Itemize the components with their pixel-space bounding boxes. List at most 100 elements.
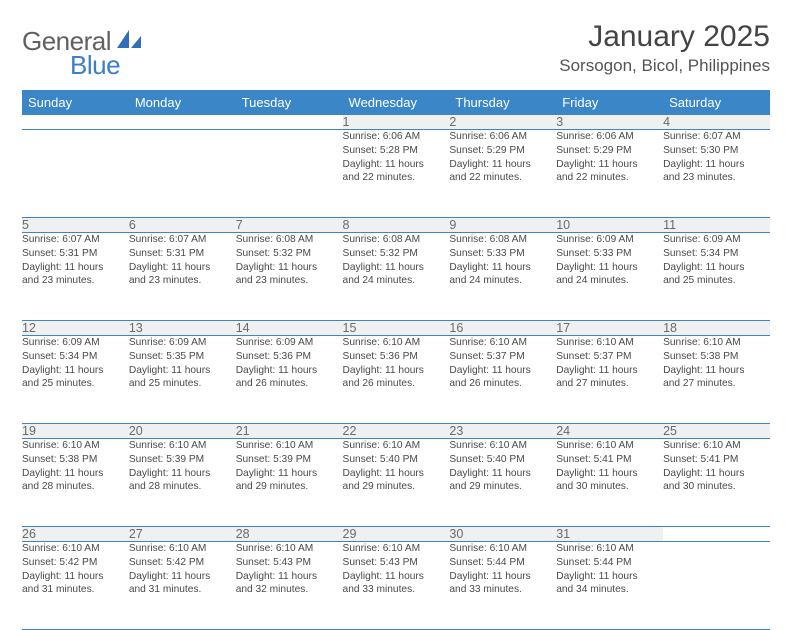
day-ss: Sunset: 5:29 PM — [556, 144, 663, 158]
day-d2: and 33 minutes. — [449, 583, 556, 597]
day-d1: Daylight: 11 hours — [663, 158, 770, 172]
day-number: 28 — [236, 527, 343, 542]
day-ss: Sunset: 5:37 PM — [556, 350, 663, 364]
day-ss: Sunset: 5:34 PM — [22, 350, 129, 364]
day-d1: Daylight: 11 hours — [129, 467, 236, 481]
day-sr: Sunrise: 6:10 AM — [663, 439, 770, 453]
day-number: 11 — [663, 218, 770, 233]
data-row: Sunrise: 6:10 AMSunset: 5:38 PMDaylight:… — [22, 439, 770, 527]
day-ss: Sunset: 5:28 PM — [343, 144, 450, 158]
calendar-table: Sunday Monday Tuesday Wednesday Thursday… — [22, 90, 770, 630]
day-ss: Sunset: 5:42 PM — [22, 556, 129, 570]
day-sr: Sunrise: 6:10 AM — [343, 336, 450, 350]
day-ss: Sunset: 5:32 PM — [343, 247, 450, 261]
day-ss: Sunset: 5:40 PM — [343, 453, 450, 467]
day-d2: and 30 minutes. — [663, 480, 770, 494]
daynum-row: 262728293031 — [22, 527, 770, 542]
day-d1: Daylight: 11 hours — [556, 467, 663, 481]
day-d2: and 24 minutes. — [556, 274, 663, 288]
dow-mon: Monday — [129, 90, 236, 115]
day-d2: and 29 minutes. — [343, 480, 450, 494]
day-ss: Sunset: 5:44 PM — [449, 556, 556, 570]
dow-tue: Tuesday — [236, 90, 343, 115]
day-number: 16 — [449, 321, 556, 336]
day-cell: Sunrise: 6:10 AMSunset: 5:38 PMDaylight:… — [22, 439, 129, 527]
day-number: 12 — [22, 321, 129, 336]
day-ss: Sunset: 5:29 PM — [449, 144, 556, 158]
day-d2: and 27 minutes. — [663, 377, 770, 391]
day-cell: Sunrise: 6:10 AMSunset: 5:40 PMDaylight:… — [343, 439, 450, 527]
day-d1: Daylight: 11 hours — [22, 261, 129, 275]
day-sr: Sunrise: 6:10 AM — [556, 336, 663, 350]
day-d1: Daylight: 11 hours — [663, 467, 770, 481]
day-ss: Sunset: 5:43 PM — [343, 556, 450, 570]
daynum-row: 567891011 — [22, 218, 770, 233]
day-d1: Daylight: 11 hours — [22, 467, 129, 481]
day-cell: Sunrise: 6:09 AMSunset: 5:36 PMDaylight:… — [236, 336, 343, 424]
day-d1: Daylight: 11 hours — [236, 261, 343, 275]
day-d1: Daylight: 11 hours — [449, 364, 556, 378]
day-d2: and 28 minutes. — [129, 480, 236, 494]
day-d1: Daylight: 11 hours — [236, 364, 343, 378]
day-number: 17 — [556, 321, 663, 336]
day-number: 22 — [343, 424, 450, 439]
day-cell: Sunrise: 6:08 AMSunset: 5:32 PMDaylight:… — [343, 233, 450, 321]
day-ss: Sunset: 5:33 PM — [449, 247, 556, 261]
day-d2: and 24 minutes. — [449, 274, 556, 288]
day-d2: and 34 minutes. — [556, 583, 663, 597]
dow-header-row: Sunday Monday Tuesday Wednesday Thursday… — [22, 90, 770, 115]
day-cell: Sunrise: 6:06 AMSunset: 5:28 PMDaylight:… — [343, 130, 450, 218]
day-number: 18 — [663, 321, 770, 336]
calendar-body: 1234Sunrise: 6:06 AMSunset: 5:28 PMDayli… — [22, 115, 770, 630]
day-cell: Sunrise: 6:10 AMSunset: 5:44 PMDaylight:… — [556, 542, 663, 630]
day-d2: and 23 minutes. — [663, 171, 770, 185]
day-cell: Sunrise: 6:06 AMSunset: 5:29 PMDaylight:… — [449, 130, 556, 218]
header: General January 2025 Sorsogon, Bicol, Ph… — [22, 20, 770, 76]
day-d1: Daylight: 11 hours — [556, 364, 663, 378]
day-cell — [22, 130, 129, 218]
daynum-row: 19202122232425 — [22, 424, 770, 439]
day-d1: Daylight: 11 hours — [343, 158, 450, 172]
data-row: Sunrise: 6:06 AMSunset: 5:28 PMDaylight:… — [22, 130, 770, 218]
day-d2: and 22 minutes. — [343, 171, 450, 185]
day-sr: Sunrise: 6:09 AM — [663, 233, 770, 247]
day-number: 30 — [449, 527, 556, 542]
day-cell: Sunrise: 6:10 AMSunset: 5:41 PMDaylight:… — [556, 439, 663, 527]
day-number: 7 — [236, 218, 343, 233]
day-number — [22, 115, 129, 130]
day-cell: Sunrise: 6:10 AMSunset: 5:37 PMDaylight:… — [449, 336, 556, 424]
day-number: 2 — [449, 115, 556, 130]
day-ss: Sunset: 5:34 PM — [663, 247, 770, 261]
day-ss: Sunset: 5:41 PM — [663, 453, 770, 467]
day-d2: and 22 minutes. — [449, 171, 556, 185]
day-number: 20 — [129, 424, 236, 439]
day-sr: Sunrise: 6:10 AM — [663, 336, 770, 350]
day-ss: Sunset: 5:30 PM — [663, 144, 770, 158]
day-number: 10 — [556, 218, 663, 233]
day-number: 14 — [236, 321, 343, 336]
day-ss: Sunset: 5:38 PM — [663, 350, 770, 364]
day-ss: Sunset: 5:36 PM — [236, 350, 343, 364]
day-d1: Daylight: 11 hours — [556, 570, 663, 584]
dow-sat: Saturday — [663, 90, 770, 115]
day-cell: Sunrise: 6:09 AMSunset: 5:33 PMDaylight:… — [556, 233, 663, 321]
day-d2: and 32 minutes. — [236, 583, 343, 597]
day-d2: and 23 minutes. — [236, 274, 343, 288]
day-d1: Daylight: 11 hours — [236, 467, 343, 481]
day-cell: Sunrise: 6:08 AMSunset: 5:32 PMDaylight:… — [236, 233, 343, 321]
day-ss: Sunset: 5:40 PM — [449, 453, 556, 467]
day-sr: Sunrise: 6:09 AM — [22, 336, 129, 350]
day-d2: and 25 minutes. — [129, 377, 236, 391]
day-d1: Daylight: 11 hours — [22, 364, 129, 378]
day-cell: Sunrise: 6:10 AMSunset: 5:43 PMDaylight:… — [236, 542, 343, 630]
day-d2: and 33 minutes. — [343, 583, 450, 597]
day-d2: and 29 minutes. — [236, 480, 343, 494]
day-cell: Sunrise: 6:07 AMSunset: 5:31 PMDaylight:… — [129, 233, 236, 321]
day-sr: Sunrise: 6:10 AM — [556, 439, 663, 453]
day-cell: Sunrise: 6:10 AMSunset: 5:38 PMDaylight:… — [663, 336, 770, 424]
day-sr: Sunrise: 6:10 AM — [129, 542, 236, 556]
day-ss: Sunset: 5:33 PM — [556, 247, 663, 261]
day-sr: Sunrise: 6:08 AM — [236, 233, 343, 247]
day-number — [236, 115, 343, 130]
day-d2: and 25 minutes. — [22, 377, 129, 391]
